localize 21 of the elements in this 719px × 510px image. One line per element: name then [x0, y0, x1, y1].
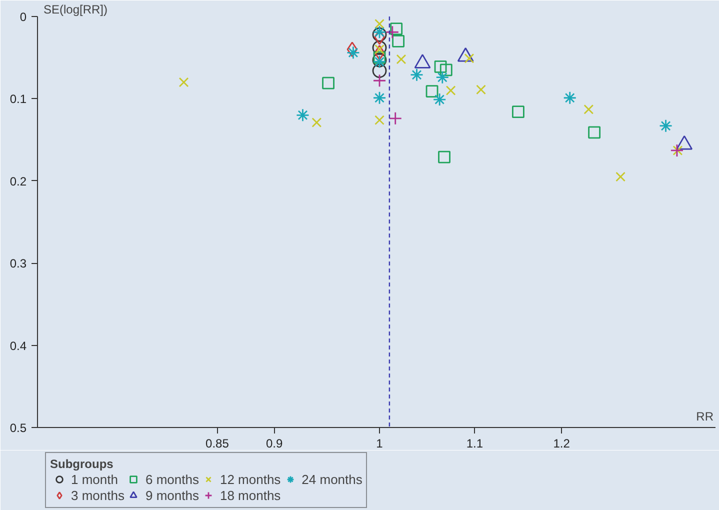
legend-title: Subgroups [50, 457, 114, 471]
y-tick-label: 0.4 [10, 338, 27, 353]
x-axis-title: RR [696, 410, 714, 424]
legend-label: 1 month [71, 472, 118, 486]
legend-label: 18 months [220, 488, 281, 502]
x-tick-label: 1 [376, 436, 384, 450]
x-tick-label: 0.9 [266, 436, 283, 450]
x-tick-label: 0.85 [206, 436, 230, 450]
y-tick-label: 0 [20, 10, 27, 24]
legend-label: 3 months [71, 488, 124, 502]
y-tick-label: 0.2 [10, 174, 27, 188]
legend-label: 24 months [302, 472, 362, 486]
x-tick-label: 1.1 [466, 436, 484, 450]
legend-label: 6 months [145, 472, 199, 486]
y-tick-label: 0.5 [10, 421, 27, 435]
legend-label: 9 months [145, 488, 199, 502]
y-tick-label: 0.1 [10, 92, 27, 106]
x-tick-label: 1.2 [553, 436, 570, 450]
y-axis-title: SE(log[RR]) [44, 2, 108, 16]
y-tick-label: 0.3 [10, 256, 27, 271]
legend-label: 12 months [220, 472, 281, 486]
